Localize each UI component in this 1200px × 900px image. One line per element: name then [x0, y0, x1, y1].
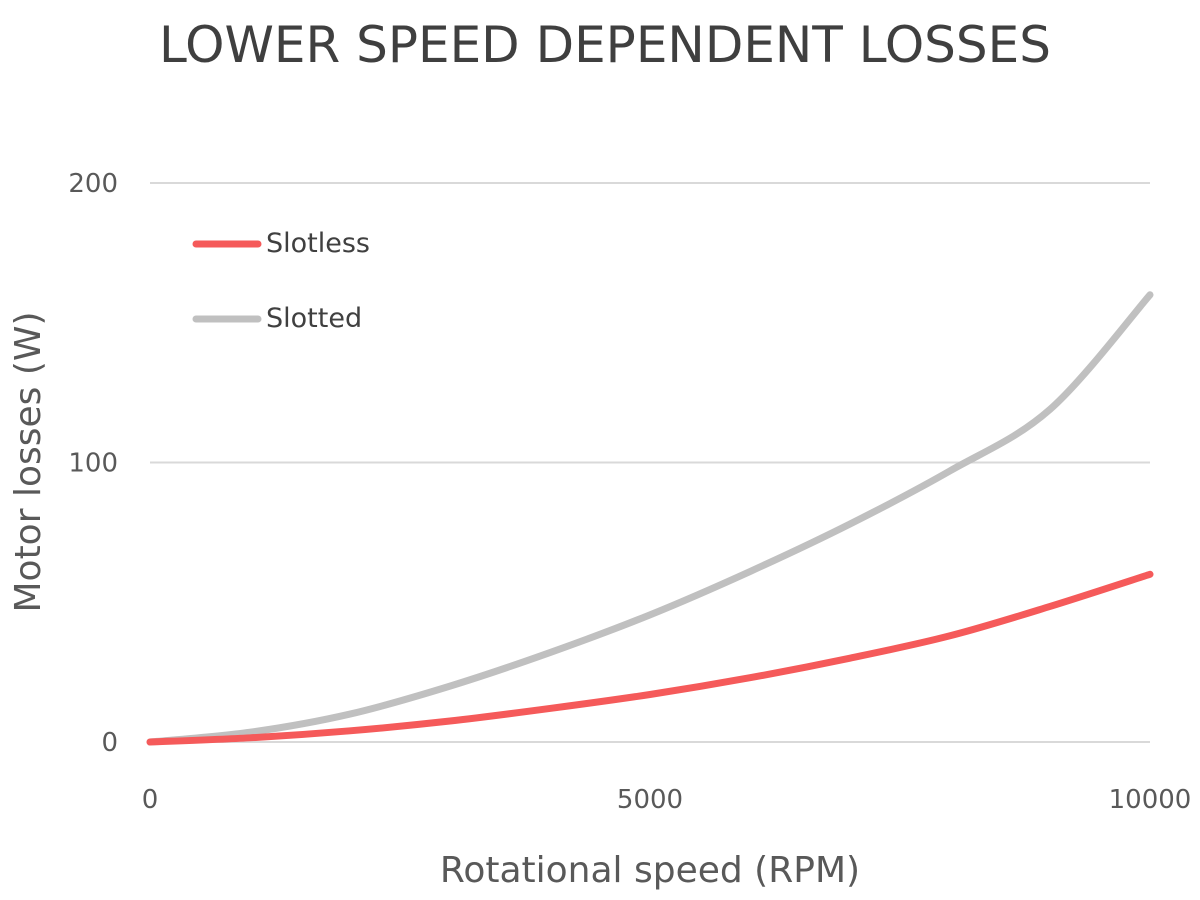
chart-title: LOWER SPEED DEPENDENT LOSSES: [159, 16, 1051, 74]
series-lines: [146, 291, 1154, 746]
series-line-slotted: [146, 291, 1154, 746]
y-tick-label: 200: [68, 169, 118, 199]
gridlines: [150, 182, 1150, 743]
legend-label-slotted: Slotted: [266, 303, 362, 334]
legend: Slotless Slotted: [192, 228, 370, 334]
x-axis-label: Rotational speed (RPM): [440, 850, 860, 891]
x-axis-ticks: 0 5000 10000: [142, 785, 1192, 815]
x-tick-label: 10000: [1109, 785, 1192, 815]
legend-label-slotless: Slotless: [266, 228, 370, 259]
y-tick-label: 100: [68, 449, 118, 479]
y-tick-label: 0: [101, 728, 118, 758]
y-axis-label: Motor losses (W): [8, 311, 49, 612]
series-line-slotless: [146, 570, 1154, 746]
y-axis-ticks: 0 100 200: [68, 169, 118, 758]
x-tick-label: 0: [142, 785, 159, 815]
x-tick-label: 5000: [617, 785, 683, 815]
